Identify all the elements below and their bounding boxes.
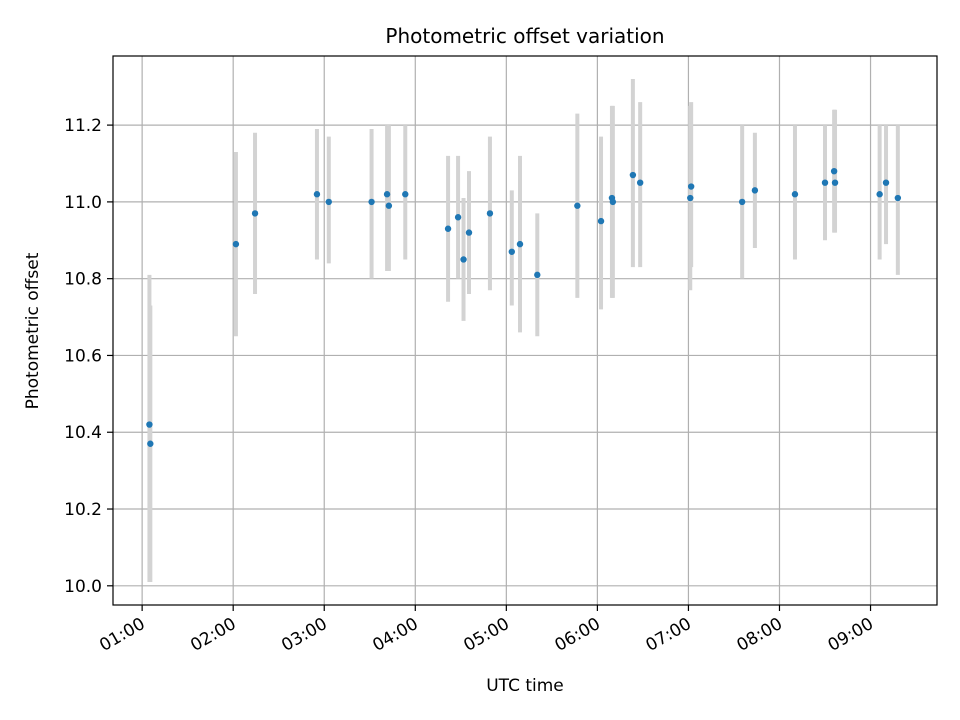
data-point [534,271,541,279]
data-point [325,198,332,206]
data-point [574,202,581,209]
data-point [882,179,890,186]
data-point [454,214,462,221]
y-tick-label: 10.2 [64,500,102,520]
data-point [516,240,524,248]
data-point [486,210,494,217]
data-point [687,194,694,202]
data-point [751,187,759,194]
data-point [368,198,375,206]
data-point [251,210,259,217]
data-point [383,191,391,198]
data-point [791,191,799,198]
y-tick-label: 10.0 [64,577,102,597]
data-point [636,179,644,186]
data-point [402,191,409,198]
data-point [508,248,515,255]
data-points [146,167,902,447]
y-tick-label: 10.6 [64,346,102,366]
y-tick-label: 11.2 [64,116,102,136]
data-point [830,167,838,175]
data-point [460,256,467,263]
y-axis-ticks: 10.0 10.2 10.4 10.6 10.8 11.0 11.2 [64,116,113,597]
data-point [232,240,240,248]
data-point [821,179,829,186]
y-tick-label: 10.4 [64,423,102,443]
data-point [147,440,154,447]
data-point [465,229,473,236]
data-point [738,198,746,206]
data-point [385,202,393,209]
data-point [687,183,695,190]
plot-frame [112,55,938,606]
grid-lines [113,56,937,605]
x-axis-label: UTC time [486,676,564,696]
data-point [609,198,617,206]
data-point [313,191,321,198]
data-point [629,171,637,179]
data-point [894,194,902,202]
data-point [597,217,605,225]
data-point [146,421,153,428]
y-tick-label: 10.8 [64,270,102,290]
y-axis-label: Photometric offset [23,252,43,409]
data-point [444,225,452,232]
chart-title: Photometric offset variation [385,24,664,48]
data-point [876,191,883,198]
y-tick-label: 11.0 [64,193,102,213]
data-point [831,179,839,186]
